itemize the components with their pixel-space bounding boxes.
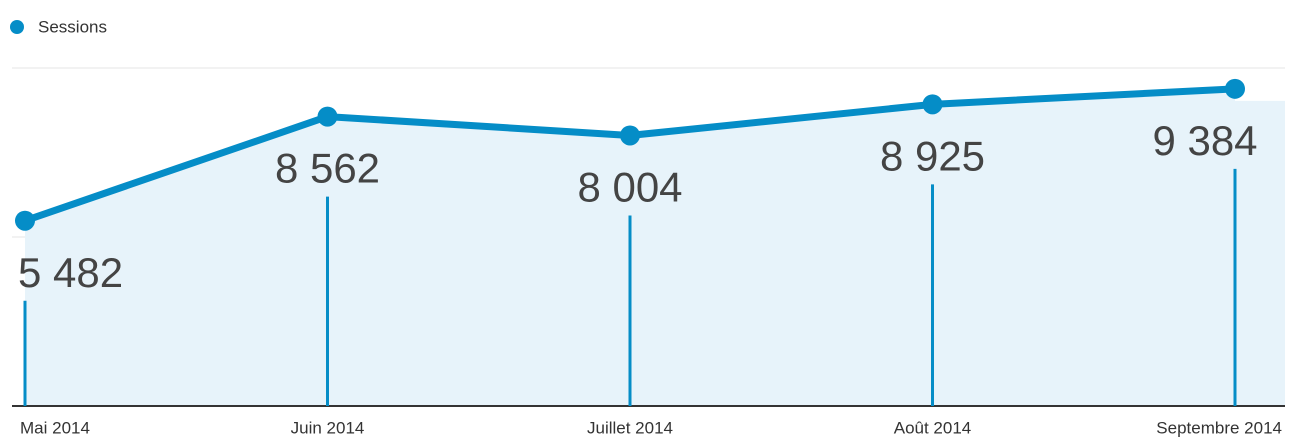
legend-label: Sessions: [38, 17, 107, 36]
x-tick-label: Mai 2014: [20, 418, 90, 437]
value-label: 8 562: [275, 145, 380, 192]
point: [922, 94, 943, 115]
area: [25, 88, 1285, 406]
value-label: 5 482: [18, 249, 123, 296]
value-label: 8 925: [880, 132, 985, 179]
point: [15, 210, 35, 231]
x-tick-label: Septembre 2014: [1156, 418, 1282, 437]
value-label: 9 384: [1152, 117, 1257, 164]
x-tick-label: Août 2014: [894, 418, 972, 437]
x-tick-label: Juin 2014: [291, 418, 365, 437]
point: [317, 106, 338, 127]
x-tick-label: Juillet 2014: [587, 418, 673, 437]
value-label: 8 004: [577, 164, 682, 211]
legend-marker: [10, 20, 24, 34]
point: [620, 125, 640, 146]
point: [1225, 78, 1245, 99]
